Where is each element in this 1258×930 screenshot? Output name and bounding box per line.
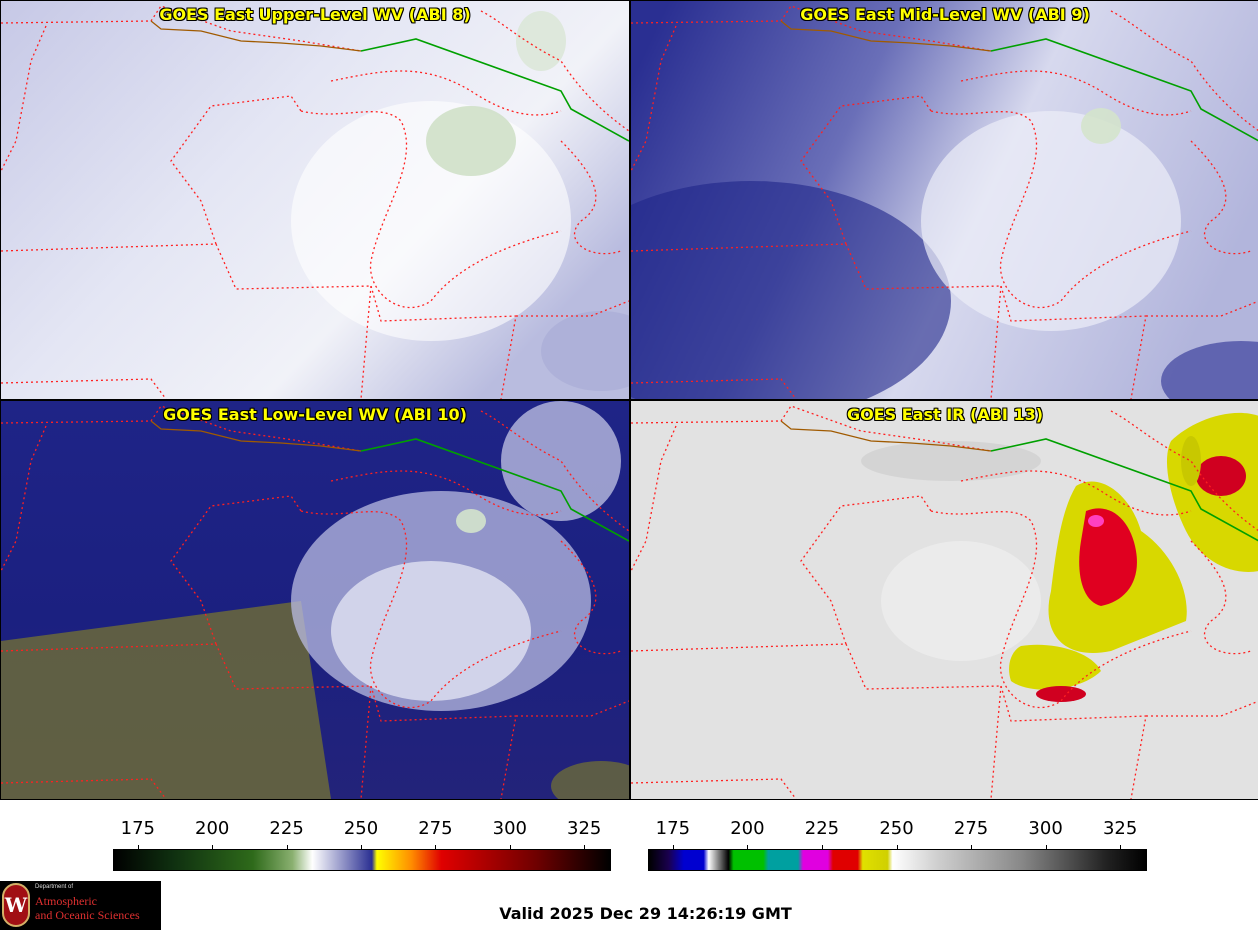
colorbar-tick-mark [1045, 845, 1047, 850]
state-border [1, 643, 372, 690]
state-border [631, 778, 797, 799]
upper-level-wv-image [1, 1, 629, 399]
colorbar-tick-label: 175 [655, 818, 691, 839]
mid-level-wv-panel: GOES East Mid-Level WV (ABI 9) [630, 0, 1258, 400]
lake-shore [1110, 410, 1258, 532]
country-border [990, 438, 1258, 542]
colorbar-tick-mark [896, 845, 898, 850]
colorbar-tick-mark [584, 845, 586, 850]
state-border [1146, 300, 1258, 317]
state-border [360, 685, 372, 799]
colorbar-tick-label: 250 [879, 818, 914, 839]
low-level-wv-image [1, 401, 629, 799]
state-border [631, 243, 1002, 290]
state-border [631, 425, 677, 572]
logo-line-2: and Oceanic Sciences [35, 908, 140, 922]
lake-shore [480, 410, 629, 532]
colorbar-tick-label: 225 [269, 818, 304, 839]
upper-level-wv-panel: GOES East Upper-Level WV (ABI 8) [0, 0, 630, 400]
country-border [990, 38, 1258, 142]
colorbar-tick-label: 200 [730, 818, 765, 839]
colorbar-tick-mark [212, 845, 214, 850]
state-border [360, 285, 372, 399]
valid-time: Valid 2025 Dec 29 14:26:19 GMT [499, 904, 792, 923]
state-border [631, 405, 992, 452]
state-border [516, 300, 629, 317]
state-border [631, 643, 1002, 690]
state-border [631, 378, 797, 399]
ir-panel: GOES East IR (ABI 13) [630, 400, 1258, 800]
state-border [990, 685, 1002, 799]
colorbar-tick-mark [137, 845, 139, 850]
ir-image [631, 401, 1258, 799]
panel-title: GOES East Upper-Level WV (ABI 8) [159, 5, 471, 24]
state-border [1, 243, 372, 290]
country-border [360, 38, 629, 142]
state-border [1, 425, 47, 572]
state-border [1146, 700, 1258, 717]
colorbar-tick-label: 325 [567, 818, 602, 839]
state-border [1, 25, 47, 172]
colorbar-tick-label: 200 [195, 818, 230, 839]
state-border [631, 5, 992, 52]
colorbar-tick-mark [971, 845, 973, 850]
colorbar-tick-label: 250 [343, 818, 379, 839]
coastline [780, 420, 992, 452]
panel-title: GOES East IR (ABI 13) [846, 405, 1044, 424]
colorbar-tick-label: 275 [953, 818, 989, 839]
state-border [1, 778, 167, 799]
state-border [990, 285, 1002, 399]
colorbar-tick-label: 300 [1028, 818, 1063, 839]
mid-level-wv-image [631, 1, 1258, 399]
state-border [1, 378, 167, 399]
logo-department: Department of [35, 884, 74, 890]
colorbar-tick-mark [361, 845, 362, 850]
state-border [516, 700, 629, 717]
panel-title: GOES East Mid-Level WV (ABI 9) [800, 5, 1090, 24]
colorbar-tick-mark [509, 845, 511, 850]
colorbar-tick-mark [435, 845, 437, 850]
colorbar-tick-mark [1120, 845, 1122, 850]
state-border [1, 405, 362, 452]
lake-shore [1190, 540, 1252, 655]
colorbar-tick-label: 275 [418, 818, 453, 839]
colorbar-tick-label: 300 [492, 818, 527, 839]
colorbar-tick-label: 225 [804, 818, 840, 839]
country-border [360, 438, 629, 542]
lake-shore [480, 10, 629, 132]
colorbar-tick-mark [672, 845, 674, 850]
coastline [780, 20, 992, 52]
lake-shore [1190, 140, 1252, 255]
lake-shore [560, 140, 622, 255]
aos-logo: W Department of Atmospheric and Oceanic … [0, 881, 161, 930]
low-level-wv-panel: GOES East Low-Level WV (ABI 10) [0, 400, 630, 800]
state-border [1, 5, 362, 52]
logo-line-1: Atmospheric [35, 894, 97, 908]
colorbar-tick-label: 325 [1102, 818, 1138, 839]
colorbar-tick-mark [286, 845, 288, 850]
colorbar-tick-mark [747, 845, 749, 850]
panel-title: GOES East Low-Level WV (ABI 10) [163, 405, 467, 424]
coastline [150, 420, 362, 452]
lake-shore [560, 540, 622, 655]
colorbar-tick-label: 175 [120, 818, 155, 839]
uw-seal-icon: W [2, 883, 30, 927]
water-vapor-colorbar [113, 849, 611, 871]
coastline [150, 20, 362, 52]
ir-colorbar [648, 849, 1147, 871]
colorbar-tick-mark [821, 845, 823, 850]
state-border [631, 25, 677, 172]
lake-shore [1110, 10, 1258, 132]
